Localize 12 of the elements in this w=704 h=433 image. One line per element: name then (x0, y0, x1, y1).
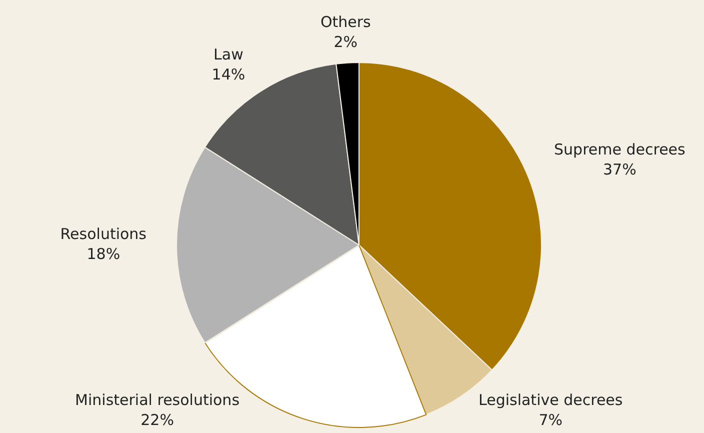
data-label: 22% (140, 410, 174, 429)
slice-label: Ministerial resolutions (75, 390, 240, 409)
data-label: 2% (334, 32, 358, 51)
slice-label: Legislative decrees (478, 390, 623, 409)
data-label: 18% (86, 244, 120, 263)
data-label: 14% (212, 65, 246, 84)
slice-label: Supreme decrees (554, 140, 686, 158)
slice-label: Resolutions (60, 224, 147, 243)
slice-label: Law (214, 45, 244, 64)
data-label: 7% (538, 410, 563, 429)
slice-label: Others (320, 12, 372, 31)
data-label: 37% (603, 160, 636, 178)
